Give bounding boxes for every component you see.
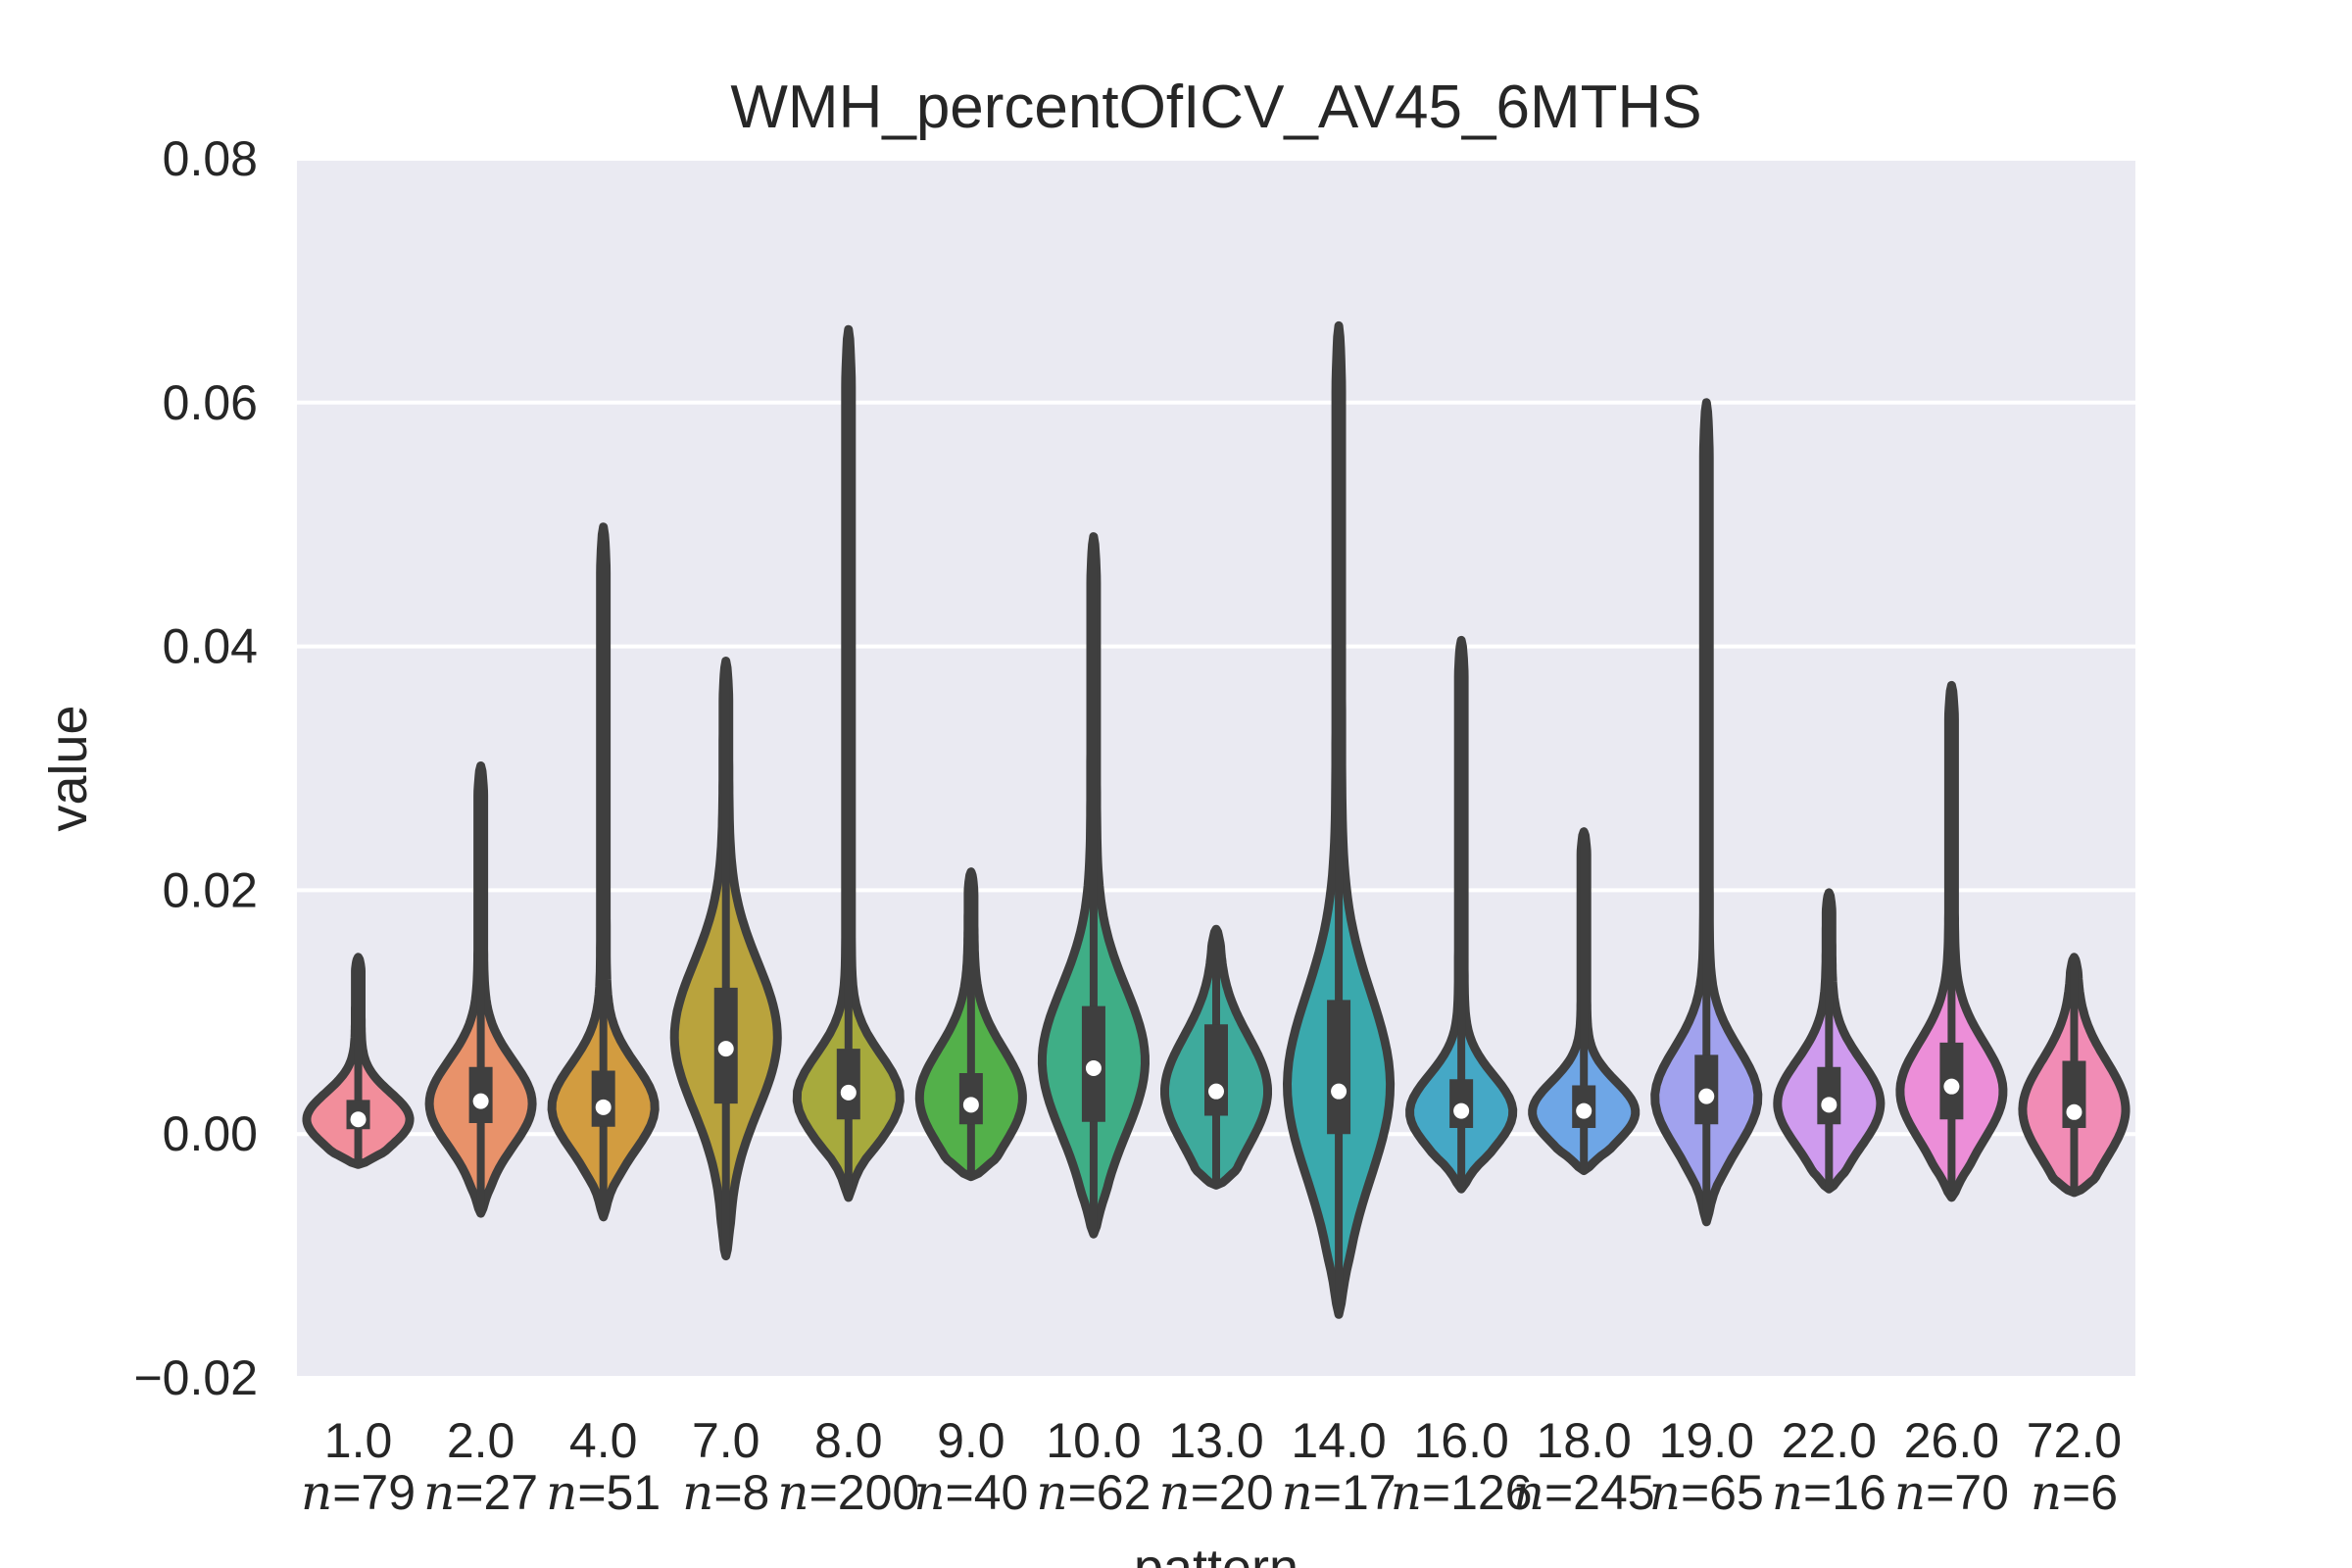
violin [1528,827,1641,1175]
y-tick-label: 0.08 [163,131,258,186]
violin [1895,680,2008,1202]
x-tick-label: 8.0 [814,1413,883,1468]
violin [424,761,537,1218]
violin [1283,320,1396,1319]
violin [792,324,905,1202]
violin-median-point [1698,1088,1715,1104]
x-tick-label: 14.0 [1291,1413,1386,1468]
y-axis-label: value [39,705,98,831]
violin-median-point [717,1041,734,1057]
x-tick-label: 16.0 [1413,1413,1508,1468]
x-tick-count-label: n=20 [1158,1464,1273,1521]
violin-median-point [962,1097,979,1113]
plot-background [297,159,2135,1378]
violin [1405,635,1518,1194]
x-tick-label: 13.0 [1168,1413,1263,1468]
x-tick-label: 2.0 [447,1413,515,1468]
y-tick-label: 0.00 [163,1106,258,1161]
violin-median-point [595,1099,612,1115]
y-tick-label: −0.02 [133,1350,258,1405]
violin-median-point [1085,1060,1102,1077]
violin-median-point [1331,1083,1348,1100]
y-tick-label: 0.06 [163,375,258,430]
x-tick-count-label: n=16 [1772,1464,1886,1521]
violin-median-point [2066,1103,2082,1120]
violin [1650,398,1763,1227]
violin [669,657,782,1261]
violin-median-point [840,1084,857,1101]
violin [1037,532,1150,1239]
x-tick-label: 18.0 [1537,1413,1632,1468]
x-tick-count-label: n=245 [1513,1464,1655,1521]
violin [1160,924,1272,1190]
x-tick-count-label: n=79 [301,1464,416,1521]
violin-median-point [1208,1083,1224,1100]
violin-median-point [1821,1097,1838,1113]
x-tick-count-label: n=40 [913,1464,1028,1521]
x-tick-label: 1.0 [324,1413,393,1468]
x-tick-count-label: n=8 [682,1464,769,1521]
x-tick-count-label: n=27 [423,1464,538,1521]
violin-median-point [472,1093,489,1109]
x-tick-labels: 1.0n=792.0n=274.0n=517.0n=88.0n=2009.0n=… [301,1413,2122,1521]
x-tick-count-label: n=70 [1894,1464,2009,1521]
x-tick-label: 26.0 [1904,1413,1999,1468]
x-tick-label: 72.0 [2027,1413,2122,1468]
violin-median-point [1576,1102,1592,1119]
x-tick-label: 19.0 [1659,1413,1754,1468]
violin [547,522,660,1222]
x-tick-label: 22.0 [1782,1413,1877,1468]
violin-median-point [1453,1102,1470,1119]
x-tick-count-label: n=126 [1391,1464,1533,1521]
violins [302,320,2131,1319]
y-tick-label: 0.02 [163,862,258,917]
violin-median-point [350,1111,367,1128]
x-axis-label: pattern [1134,1539,1298,1568]
violin [2018,953,2131,1198]
x-tick-count-label: n=62 [1036,1464,1151,1521]
violin [1773,888,1886,1194]
y-tick-label: 0.04 [163,619,258,674]
chart-title: WMH_percentOfICV_AV45_6MTHS [730,74,1701,141]
y-tick-labels: −0.02 0.00 0.02 0.04 0.06 0.08 [133,131,258,1405]
violin-median-point [1943,1078,1960,1095]
violin [914,867,1027,1182]
x-tick-count-label: n=65 [1649,1464,1764,1521]
x-tick-count-label: n=51 [546,1464,661,1521]
x-tick-count-label: n=17 [1282,1464,1396,1521]
x-tick-label: 4.0 [569,1413,638,1468]
violin [302,953,415,1169]
x-tick-label: 9.0 [937,1413,1005,1468]
x-tick-label: 10.0 [1046,1413,1141,1468]
x-tick-label: 7.0 [692,1413,760,1468]
x-tick-count-label: n=200 [777,1464,919,1521]
x-tick-count-label: n=6 [2031,1464,2118,1521]
